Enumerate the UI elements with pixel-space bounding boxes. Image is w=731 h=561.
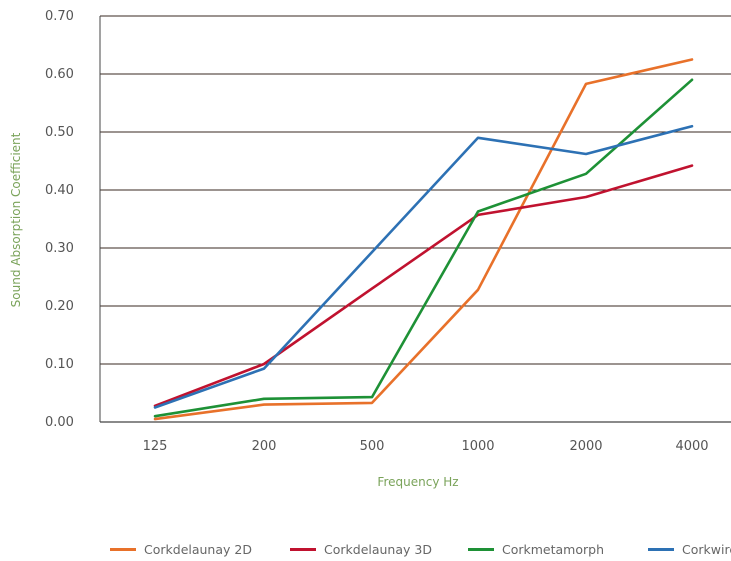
y-tick-label: 0.10 xyxy=(45,357,74,372)
line-chart: 0.00 0.10 0.20 0.30 0.40 0.50 0.60 0.70 125 200 5… xyxy=(9,9,731,489)
y-tick-label: 0.50 xyxy=(45,125,74,140)
legend: Corkdelaunay 2D Corkdelaunay 3D Corkmetamo… xyxy=(0,538,731,561)
legend-label: Corkdelaunay 3D xyxy=(324,541,432,557)
x-tick-label: 125 xyxy=(143,439,168,454)
legend-swatch xyxy=(110,547,136,551)
series-line-corkmetamorph xyxy=(153,78,694,418)
legend-item: Corkwire xyxy=(648,538,731,560)
legend-swatch xyxy=(290,547,316,551)
x-tick-label: 1000 xyxy=(461,439,494,454)
grid-lines xyxy=(99,15,731,423)
legend-swatch xyxy=(468,547,494,551)
series-line-corkwire xyxy=(153,124,694,409)
series-line-corkdelaunay-3d xyxy=(153,164,694,408)
y-tick-label: 0.00 xyxy=(45,415,74,430)
x-axis-title: Frequency Hz xyxy=(377,475,458,489)
series-lines xyxy=(153,58,694,421)
x-tick-label: 2000 xyxy=(569,439,602,454)
x-axis-ticks: 125 200 500 1000 2000 4000 xyxy=(143,439,709,454)
legend-label: Corkwire xyxy=(682,541,731,557)
y-axis-title: Sound Absorption Coefficient xyxy=(9,132,23,307)
y-tick-label: 0.40 xyxy=(45,183,74,198)
legend-item: Corkdelaunay 3D xyxy=(290,538,432,560)
legend-item: Corkmetamorph xyxy=(468,538,604,560)
y-axis-ticks: 0.00 0.10 0.20 0.30 0.40 0.50 0.60 0.70 xyxy=(45,9,74,430)
legend-label: Corkdelaunay 2D xyxy=(144,541,252,557)
x-tick-label: 500 xyxy=(360,439,385,454)
y-tick-label: 0.70 xyxy=(45,9,74,24)
y-tick-label: 0.30 xyxy=(45,241,74,256)
x-tick-label: 200 xyxy=(252,439,277,454)
legend-item: Corkdelaunay 2D xyxy=(110,538,252,560)
y-tick-label: 0.60 xyxy=(45,67,74,82)
legend-swatch xyxy=(648,547,674,551)
x-tick-label: 4000 xyxy=(675,439,708,454)
y-tick-label: 0.20 xyxy=(45,299,74,314)
legend-label: Corkmetamorph xyxy=(502,541,605,557)
series-line-corkdelaunay-2d xyxy=(153,58,694,421)
